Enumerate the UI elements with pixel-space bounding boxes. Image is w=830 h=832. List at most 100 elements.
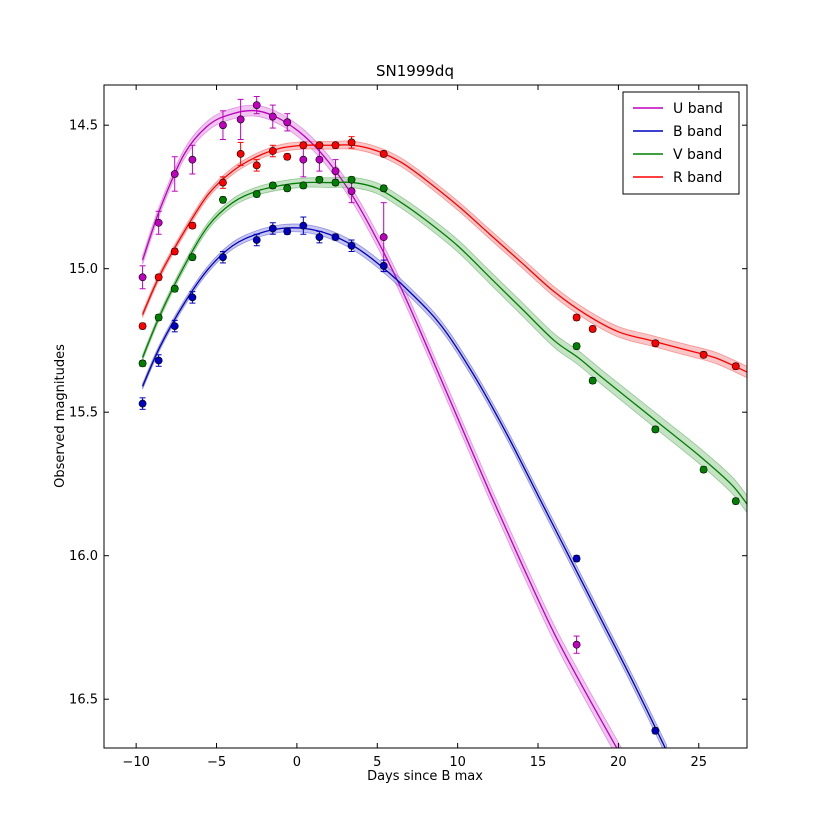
b-band-point — [331, 233, 340, 242]
marker — [252, 236, 261, 244]
v-band-point — [731, 497, 740, 506]
u-band-point — [268, 104, 277, 129]
r-band-point — [170, 247, 179, 256]
marker — [283, 118, 292, 127]
legend-r-label: R band — [673, 170, 722, 186]
marker — [347, 187, 356, 196]
r-band-point — [588, 325, 597, 333]
r-band-point — [731, 362, 740, 371]
v-band-point — [651, 425, 660, 434]
marker — [170, 170, 179, 178]
marker — [252, 190, 261, 198]
marker — [572, 342, 581, 351]
marker — [379, 233, 388, 242]
u-band-point — [154, 210, 163, 235]
v-band-point — [219, 195, 227, 204]
legend-u-label: U band — [673, 101, 723, 117]
v-band-point — [138, 359, 147, 368]
b-band-point — [188, 291, 197, 304]
b-band-point — [651, 726, 660, 735]
x-tick-label: 15 — [530, 755, 547, 770]
b-band-uncertainty — [142, 223, 668, 748]
marker — [315, 141, 324, 150]
marker — [331, 167, 340, 176]
r-band-point — [315, 141, 324, 150]
marker — [283, 152, 292, 161]
b-band-point — [379, 259, 388, 273]
marker — [283, 227, 292, 236]
v-band-point — [283, 184, 292, 193]
legend-b-label: B band — [673, 124, 722, 140]
x-tick-label: −10 — [122, 755, 149, 770]
marker — [572, 313, 581, 322]
v-band-point — [572, 342, 581, 351]
marker — [651, 339, 660, 348]
v-band-point — [268, 181, 277, 190]
chart-title: SN1999dq — [376, 62, 454, 80]
y-tick-label: 16.0 — [69, 549, 98, 564]
marker — [315, 233, 324, 242]
r-band-uncertainty — [142, 140, 747, 379]
x-tick-label: 10 — [449, 755, 466, 770]
r-band-point — [347, 136, 356, 149]
b-band-fit-line — [141, 227, 666, 748]
r-band-point — [188, 221, 197, 230]
v-band-point — [347, 175, 356, 184]
y-tick-label: 14.5 — [69, 119, 98, 134]
marker — [154, 313, 163, 322]
y-tick-label: 15.5 — [69, 406, 98, 421]
marker — [268, 112, 277, 121]
marker — [154, 356, 163, 365]
marker — [188, 221, 197, 230]
b-band-point — [170, 319, 179, 333]
marker — [268, 181, 277, 190]
v-band-fit-line — [141, 181, 747, 505]
b-band-point — [138, 397, 147, 410]
r-band-point — [299, 141, 308, 150]
b-band-point — [154, 354, 163, 367]
v-band-point — [588, 376, 597, 385]
legend: U band B band V band R band — [622, 91, 740, 195]
marker — [331, 178, 340, 187]
marker — [138, 273, 147, 282]
marker — [572, 640, 581, 649]
marker — [331, 141, 340, 150]
r-band-point — [283, 152, 292, 161]
marker — [699, 465, 708, 474]
b-band-point — [252, 233, 261, 247]
r-band-point — [699, 350, 708, 359]
x-tick-label: 25 — [691, 755, 708, 770]
legend-v-label: V band — [673, 147, 722, 163]
u-band-point — [283, 113, 292, 132]
marker — [379, 149, 388, 158]
marker — [379, 261, 388, 270]
marker — [299, 141, 308, 150]
marker — [347, 241, 356, 250]
marker — [315, 155, 324, 164]
b-band-point — [299, 216, 308, 235]
r-band-point — [379, 149, 388, 158]
uncertainty-bands — [142, 104, 747, 748]
marker — [219, 121, 227, 130]
v-band-point — [299, 181, 308, 190]
marker — [651, 726, 660, 735]
v-band-point — [315, 175, 324, 184]
marker — [170, 322, 179, 330]
v-band-point — [331, 178, 340, 187]
v-band-point — [252, 190, 261, 198]
marker — [299, 155, 308, 164]
u-band-point — [572, 635, 581, 654]
data-points — [138, 95, 740, 735]
marker — [154, 218, 163, 227]
marker — [268, 224, 277, 233]
marker — [299, 221, 308, 230]
b-band-point — [283, 227, 292, 236]
marker — [188, 293, 197, 302]
marker — [283, 184, 292, 193]
x-tick-label: 5 — [373, 755, 381, 770]
b-band-point — [347, 239, 356, 252]
marker — [170, 247, 179, 256]
marker — [219, 195, 227, 204]
marker — [188, 155, 197, 164]
